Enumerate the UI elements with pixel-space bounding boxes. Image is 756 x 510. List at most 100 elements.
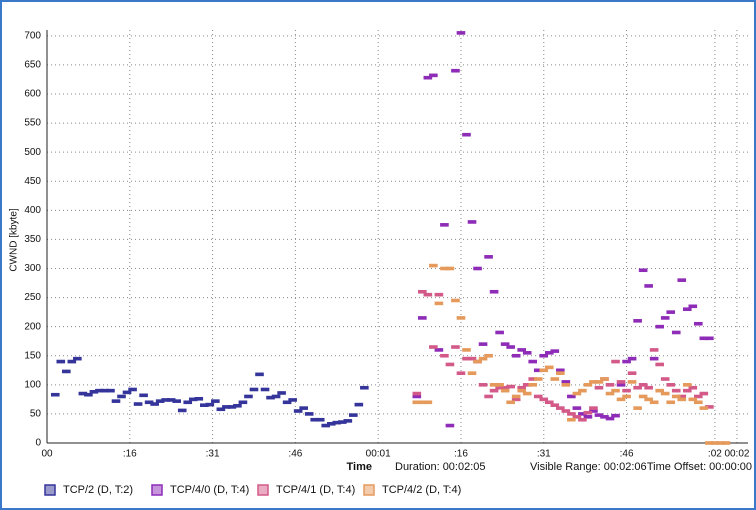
data-point — [423, 292, 433, 297]
duration: Duration: 00:02:05 — [395, 461, 486, 473]
data-point — [354, 402, 364, 407]
data-point — [73, 356, 82, 361]
data-point — [627, 356, 637, 361]
data-point — [721, 441, 731, 445]
data-point — [255, 372, 264, 377]
data-point — [556, 371, 565, 375]
data-point — [517, 348, 526, 352]
x-tick-label: 00:01 — [366, 449, 391, 460]
data-point — [633, 385, 642, 390]
y-tick-label: 500 — [24, 147, 41, 158]
data-point — [544, 365, 554, 370]
data-point — [244, 394, 253, 399]
x-axis-label: Time — [347, 461, 372, 473]
data-point — [660, 316, 670, 320]
data-point — [522, 391, 532, 396]
data-point — [299, 406, 308, 410]
data-point — [688, 385, 698, 390]
data-point — [671, 330, 681, 335]
data-point — [500, 388, 510, 393]
data-point — [550, 403, 560, 407]
data-point — [467, 371, 477, 375]
data-point — [117, 394, 126, 399]
data-point — [572, 391, 582, 396]
data-point — [666, 310, 676, 314]
data-point — [304, 412, 314, 416]
data-point — [462, 132, 471, 137]
data-point — [484, 353, 493, 358]
y-axis-label: CWND [kbyte] — [9, 208, 20, 272]
data-point — [567, 412, 576, 416]
time-offset: Time Offset: 00:00:00 — [647, 461, 752, 473]
data-point — [539, 397, 549, 402]
data-point — [122, 390, 132, 395]
data-point — [682, 307, 692, 312]
data-point — [649, 400, 659, 405]
x-tick-label: :31 — [537, 449, 551, 460]
data-point — [462, 348, 471, 352]
data-point — [128, 387, 137, 392]
data-point — [682, 388, 692, 393]
data-point — [67, 359, 77, 364]
data-point — [594, 385, 604, 390]
data-point — [277, 391, 286, 395]
x-tick-label: 00 — [41, 449, 53, 460]
data-point — [616, 383, 626, 387]
data-point — [589, 406, 598, 410]
data-point — [622, 388, 631, 393]
y-tick-label: 150 — [24, 350, 41, 361]
data-point — [478, 356, 488, 361]
data-point — [660, 391, 670, 396]
visible-range: Visible Range: 00:02:06 — [530, 461, 647, 473]
data-point — [467, 220, 477, 224]
data-point — [50, 392, 60, 397]
data-point — [429, 73, 438, 78]
data-point — [478, 383, 488, 387]
y-tick-label: 550 — [24, 118, 41, 129]
data-point — [62, 369, 71, 374]
data-point — [56, 359, 66, 364]
data-point — [533, 377, 543, 381]
data-point — [556, 368, 565, 373]
y-tick-label: 50 — [30, 409, 42, 420]
data-point — [655, 388, 664, 393]
data-point — [633, 406, 642, 410]
x-tick-label: 00:02 — [724, 449, 749, 460]
data-point — [177, 408, 187, 413]
data-point — [423, 75, 433, 80]
data-point — [627, 380, 637, 384]
data-point — [349, 413, 358, 417]
y-tick-label: 100 — [24, 379, 41, 390]
data-point — [616, 380, 626, 384]
data-point — [517, 385, 526, 390]
data-point — [172, 399, 182, 403]
data-point — [445, 423, 455, 428]
data-point — [605, 391, 615, 396]
y-tick-label: 350 — [24, 234, 41, 245]
data-point — [583, 415, 593, 419]
data-point — [440, 353, 449, 358]
data-point — [511, 397, 521, 402]
x-tick-label: :46 — [620, 449, 634, 460]
data-point — [489, 289, 499, 294]
data-point — [550, 377, 560, 381]
data-point — [216, 407, 226, 412]
data-point — [539, 353, 549, 358]
data-point — [511, 353, 521, 358]
legend-swatch — [363, 484, 375, 496]
data-point — [451, 68, 460, 73]
data-point — [456, 316, 466, 320]
data-point — [671, 388, 681, 393]
data-point — [605, 416, 615, 421]
data-point — [249, 387, 259, 392]
data-point — [694, 400, 703, 405]
data-point — [583, 410, 593, 415]
data-point — [478, 342, 488, 346]
data-point — [288, 398, 297, 402]
data-point — [578, 417, 587, 422]
data-point — [594, 380, 604, 384]
x-tick-label: :46 — [288, 449, 302, 460]
data-point — [445, 362, 455, 367]
data-point — [611, 388, 620, 393]
